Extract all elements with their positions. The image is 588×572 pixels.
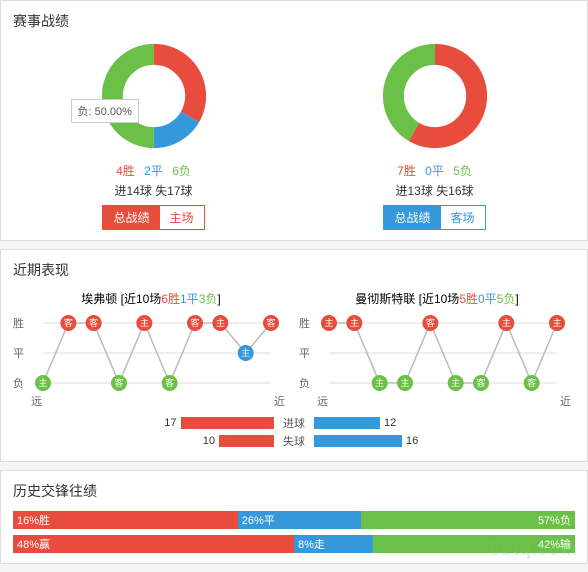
tabs-right: 总战绩 客场 [383,205,485,230]
summary-right-loss: 5负 [497,292,516,306]
record-right-line: 7胜 0平 5负 [310,162,560,179]
donut-right-chart [380,41,490,154]
svg-text:主: 主 [552,317,561,328]
record-section: 赛事战绩 负: 50.00% 4胜 2平 6负 进14球 失17球 总战绩 主场 [0,0,588,241]
h2h-title: 历史交锋往绩 [13,481,575,501]
linechart-right: 主主主主客主客主客主 胜 平 负 远 近 [299,313,575,393]
xlabel-far-r: 远 [317,393,328,409]
ylabel-draw-r: 平 [299,345,310,361]
h2h-section: 历史交锋往绩 16%胜26%平57%负 48%赢8%走42%输 [0,470,588,564]
donut-row: 负: 50.00% 4胜 2平 6负 进14球 失17球 总战绩 主场 7胜 0… [13,41,575,230]
tab-left-home[interactable]: 主场 [160,206,204,229]
donut-left: 负: 50.00% 4胜 2平 6负 进14球 失17球 总战绩 主场 [29,41,279,230]
summary-left-loss: 3负 [199,292,218,306]
svg-text:客: 客 [476,377,485,388]
donut-left-chart: 负: 50.00% [99,41,209,154]
h2h-bar2: 48%赢8%走42%输 [13,535,575,553]
svg-text:主: 主 [502,317,511,328]
record-title: 赛事战绩 [13,11,575,31]
svg-text:客: 客 [64,317,73,328]
recent-left: 埃弗顿 [近10场6胜1平3负] 主客客客主客客主主客 胜 平 负 远 近 [13,290,289,393]
svg-text:主: 主 [38,377,47,388]
team-right: 曼彻斯特联 [355,292,415,306]
summary-right-prefix: [近10场 [419,292,460,306]
ylabel-loss: 负 [13,375,24,391]
xlabel-near-r: 近 [560,393,571,409]
goals-right: 进13球 失16球 [310,182,560,199]
summary-left-suffix: ] [217,292,220,306]
svg-text:客: 客 [114,377,123,388]
h2h-bar1: 16%胜26%平57%负 [13,511,575,529]
ylabel-loss-r: 负 [299,375,310,391]
svg-text:主: 主 [241,347,250,358]
summary-right-draw: 0平 [478,292,497,306]
ylabel-win-r: 胜 [299,315,310,331]
record-left-draw: 2平 [144,164,163,178]
tab-right-total[interactable]: 总战绩 [384,206,440,229]
linechart-left: 主客客客主客客主主客 胜 平 负 远 近 [13,313,289,393]
summary-right-win: 5胜 [459,292,478,306]
record-left-loss: 6负 [172,164,191,178]
record-left-line: 4胜 2平 6负 [29,162,279,179]
summary-left-win: 6胜 [161,292,180,306]
svg-text:客: 客 [89,317,98,328]
svg-text:客: 客 [426,317,435,328]
svg-text:客: 客 [165,377,174,388]
donut-tooltip: 负: 50.00% [71,99,139,123]
summary-right-suffix: ] [515,292,518,306]
team-left: 埃弗顿 [81,292,117,306]
svg-text:主: 主 [375,377,384,388]
recent-section: 近期表现 埃弗顿 [近10场6胜1平3负] 主客客客主客客主主客 胜 平 负 远… [0,249,588,462]
goals-left: 进14球 失17球 [29,182,279,199]
svg-text:客: 客 [266,317,275,328]
svg-text:主: 主 [451,377,460,388]
xlabel-near-l: 近 [274,393,285,409]
recent-right: 曼彻斯特联 [近10场5胜0平5负] 主主主主客主客主客主 胜 平 负 远 近 [299,290,575,393]
tabs-left: 总战绩 主场 [102,205,204,230]
ylabel-draw: 平 [13,345,24,361]
record-right-loss: 5负 [453,164,472,178]
svg-text:主: 主 [140,317,149,328]
recent-row: 埃弗顿 [近10场6胜1平3负] 主客客客主客客主主客 胜 平 负 远 近 曼彻… [13,290,575,393]
recent-left-heading: 埃弗顿 [近10场6胜1平3负] [13,290,289,307]
svg-text:主: 主 [350,317,359,328]
tab-left-total[interactable]: 总战绩 [103,206,159,229]
svg-text:客: 客 [527,377,536,388]
svg-text:主: 主 [400,377,409,388]
compare-bars: 17进球1210失球16 [13,415,575,449]
recent-title: 近期表现 [13,260,575,280]
svg-text:客: 客 [190,317,199,328]
record-left-win: 4胜 [116,164,135,178]
tab-right-away[interactable]: 客场 [441,206,485,229]
xlabel-far-l: 远 [31,393,42,409]
recent-right-heading: 曼彻斯特联 [近10场5胜0平5负] [299,290,575,307]
svg-text:主: 主 [216,317,225,328]
donut-right: 7胜 0平 5负 进13球 失16球 总战绩 客场 [310,41,560,230]
record-right-win: 7胜 [397,164,416,178]
ylabel-win: 胜 [13,315,24,331]
svg-text:主: 主 [324,317,333,328]
record-right-draw: 0平 [425,164,444,178]
summary-left-draw: 1平 [180,292,199,306]
summary-left-prefix: [近10场 [121,292,162,306]
